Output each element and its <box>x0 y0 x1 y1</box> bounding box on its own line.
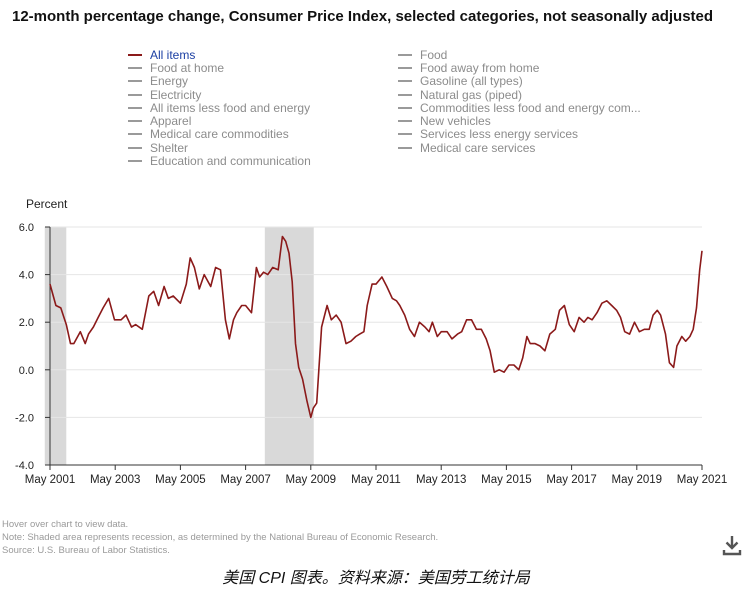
legend-swatch <box>398 120 412 123</box>
legend-swatch <box>398 133 412 136</box>
x-tick-label: May 2011 <box>351 474 401 486</box>
x-tick-label: May 2003 <box>90 474 141 486</box>
legend-item-gasoline-all-types[interactable]: Gasoline (all types) <box>398 74 641 89</box>
legend-swatch <box>128 146 142 149</box>
legend-item-apparel[interactable]: Apparel <box>128 114 311 129</box>
legend-label: Food at home <box>150 60 225 75</box>
legend-label: Medical care commodities <box>150 127 289 142</box>
legend-item-new-vehicles[interactable]: New vehicles <box>398 114 641 129</box>
x-tick-label: May 2005 <box>155 474 206 486</box>
legend-item-medical-care-commodities[interactable]: Medical care commodities <box>128 127 311 142</box>
x-tick-label: May 2009 <box>286 474 337 486</box>
legend-label: All items less food and energy <box>150 100 311 115</box>
legend-swatch <box>128 106 142 109</box>
series-line-all-items <box>49 235 703 419</box>
x-tick-label: May 2013 <box>416 474 467 486</box>
legend-swatch <box>398 93 412 96</box>
x-tick-label: May 2007 <box>220 474 271 486</box>
x-tick-label: May 2019 <box>612 474 663 486</box>
legend-item-education-and-communication[interactable]: Education and communication <box>128 154 311 169</box>
x-tick-label: May 2021 <box>677 474 728 486</box>
legend-swatch <box>128 133 142 136</box>
image-caption: 美国 CPI 图表。资料来源：美国劳工统计局 <box>222 570 530 587</box>
source-note: Source: U.S. Bureau of Labor Statistics. <box>2 545 170 556</box>
legend-item-services-less-energy-services[interactable]: Services less energy services <box>398 127 641 142</box>
legend-item-natural-gas-piped[interactable]: Natural gas (piped) <box>398 87 641 102</box>
legend-label: Gasoline (all types) <box>420 74 523 89</box>
chart-notes: Hover over chart to view data. Note: Sha… <box>2 518 438 557</box>
legend-right-column: Food Food away from home Gasoline (all typ… <box>398 47 641 155</box>
legend-label: New vehicles <box>420 114 491 129</box>
y-tick-label: 4.0 <box>19 270 34 282</box>
chart-title: 12-month percentage change, Consumer Pri… <box>12 8 714 25</box>
y-tick-label: -4.0 <box>15 460 34 472</box>
legend-swatch <box>128 93 142 96</box>
legend-label: Electricity <box>150 87 202 102</box>
legend-item-energy[interactable]: Energy <box>128 74 311 89</box>
legend-label: Apparel <box>150 114 192 129</box>
cpi-line-chart[interactable]: Percent 6.0 4.0 2.0 0.0 -2.0 -4.0 May 2001 May 2… <box>0 190 752 495</box>
legend-label: Natural gas (piped) <box>420 87 523 102</box>
legend-label: Commodities less food and energy com... <box>420 100 641 115</box>
legend-item-food-at-home[interactable]: Food at home <box>128 60 311 75</box>
legend-label: Food away from home <box>420 60 540 75</box>
legend-item-food-away-from-home[interactable]: Food away from home <box>398 60 641 75</box>
legend-swatch <box>398 80 412 83</box>
legend-swatch <box>398 66 412 69</box>
y-tick-label: 6.0 <box>19 222 34 234</box>
legend-swatch <box>128 120 142 123</box>
legend-item-food[interactable]: Food <box>398 47 641 62</box>
legend-item-shelter[interactable]: Shelter <box>128 140 311 155</box>
x-tick-label: May 2001 <box>25 474 76 486</box>
legend-item-electricity[interactable]: Electricity <box>128 87 311 102</box>
legend-label: Shelter <box>150 140 189 155</box>
legend-label: Energy <box>150 74 189 89</box>
x-tick-label: May 2015 <box>481 474 532 486</box>
x-tick-label: May 2017 <box>546 474 597 486</box>
y-tick-label: -2.0 <box>15 412 34 424</box>
download-icon[interactable] <box>720 533 744 557</box>
legend-item-medical-care-services[interactable]: Medical care services <box>398 140 641 155</box>
legend-swatch <box>128 80 142 83</box>
legend-left-column: All items Food at home Energy Electricity Al… <box>128 48 311 168</box>
legend-label: Services less energy services <box>420 127 579 142</box>
y-tick-label: 0.0 <box>19 365 34 377</box>
hover-note: Hover over chart to view data. <box>2 519 129 530</box>
legend-item-commodities-less-food-and-energy-com[interactable]: Commodities less food and energy com... <box>398 100 641 115</box>
legend-swatch <box>398 53 412 56</box>
legend-swatch <box>128 66 142 69</box>
y-axis-label: Percent <box>26 197 68 211</box>
legend-item-all-items[interactable]: All items <box>128 47 311 62</box>
legend-label: Medical care services <box>420 140 536 155</box>
y-tick-label: 2.0 <box>19 317 34 329</box>
legend-label: Food <box>420 47 448 62</box>
legend-swatch <box>128 53 142 56</box>
legend-swatch <box>398 106 412 109</box>
legend-swatch <box>398 146 412 149</box>
recession-band-2 <box>264 227 314 465</box>
legend-item-all-items-less-food-and-energy[interactable]: All items less food and energy <box>128 100 311 115</box>
legend-swatch <box>128 160 142 163</box>
legend-label: All items <box>150 47 196 62</box>
recession-note: Note: Shaded area represents recession, … <box>2 532 439 543</box>
recession-band-1 <box>44 227 67 465</box>
legend-label: Education and communication <box>150 154 311 169</box>
